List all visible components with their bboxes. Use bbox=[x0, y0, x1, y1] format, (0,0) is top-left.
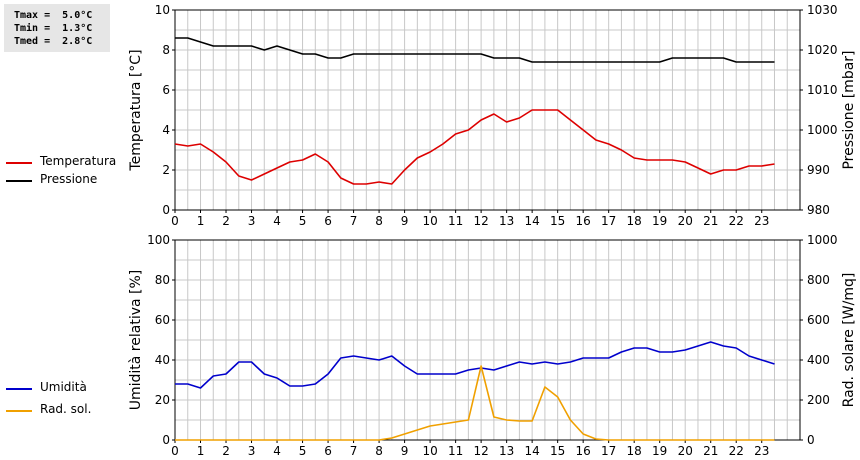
top-x-tick-label: 22 bbox=[729, 214, 744, 228]
top-y-tick-label: 8 bbox=[162, 43, 170, 57]
top-y2-tick-label: 1010 bbox=[807, 83, 838, 97]
top-x-tick-label: 6 bbox=[324, 214, 332, 228]
bottom-y-tick-label: 80 bbox=[155, 273, 170, 287]
top-x-tick-label: 12 bbox=[473, 214, 488, 228]
top-x-tick-label: 11 bbox=[448, 214, 463, 228]
top-x-tick-label: 10 bbox=[422, 214, 437, 228]
top-y2-tick-label: 1000 bbox=[807, 123, 838, 137]
bottom-x-tick-label: 8 bbox=[375, 444, 383, 458]
bottom-x-tick-label: 4 bbox=[273, 444, 281, 458]
top-y2-axis-label: Pressione [mbar] bbox=[841, 50, 857, 169]
top-y-tick-label: 10 bbox=[155, 3, 170, 17]
bottom-x-tick-label: 20 bbox=[678, 444, 693, 458]
bottom-y-tick-label: 60 bbox=[155, 313, 170, 327]
top-y-tick-label: 6 bbox=[162, 83, 170, 97]
bottom-y-tick-label: 20 bbox=[155, 393, 170, 407]
top-x-tick-label: 9 bbox=[401, 214, 409, 228]
bottom-x-tick-label: 22 bbox=[729, 444, 744, 458]
bottom-y2-axis-label: Rad. solare [W/mq] bbox=[841, 273, 857, 408]
bottom-x-tick-label: 3 bbox=[248, 444, 256, 458]
bottom-x-tick-label: 10 bbox=[422, 444, 437, 458]
bottom-y-tick-label: 100 bbox=[147, 233, 170, 247]
bottom-y2-tick-label: 800 bbox=[807, 273, 830, 287]
top-series-temperatura-line bbox=[174, 109, 775, 185]
top-x-tick-label: 16 bbox=[576, 214, 591, 228]
top-x-tick-label: 18 bbox=[627, 214, 642, 228]
top-x-tick-label: 5 bbox=[299, 214, 307, 228]
bottom-x-tick-label: 18 bbox=[627, 444, 642, 458]
bottom-x-tick-label: 11 bbox=[448, 444, 463, 458]
tmed-text: Tmed = 2.8°C bbox=[14, 36, 93, 47]
bottom-x-tick-label: 16 bbox=[576, 444, 591, 458]
top-y2-tick-label: 1020 bbox=[807, 43, 838, 57]
top-y2-tick-label: 990 bbox=[807, 163, 830, 177]
top-x-tick-label: 2 bbox=[222, 214, 230, 228]
top-x-tick-label: 4 bbox=[273, 214, 281, 228]
bottom-x-tick-label: 21 bbox=[703, 444, 718, 458]
bottom-x-tick-label: 12 bbox=[473, 444, 488, 458]
legend-pressure-swatch bbox=[6, 180, 32, 182]
legend-temperature-swatch bbox=[6, 162, 32, 164]
top-x-tick-label: 8 bbox=[375, 214, 383, 228]
top-y-tick-label: 0 bbox=[162, 203, 170, 217]
bottom-x-tick-label: 7 bbox=[350, 444, 358, 458]
legend-humidity-swatch bbox=[6, 388, 32, 390]
top-series-pressione-line bbox=[175, 37, 775, 63]
bottom-y2-tick-label: 600 bbox=[807, 313, 830, 327]
bottom-x-tick-label: 19 bbox=[652, 444, 667, 458]
bottom-x-tick-label: 2 bbox=[222, 444, 230, 458]
top-x-tick-label: 20 bbox=[678, 214, 693, 228]
top-y2-tick-label: 1030 bbox=[807, 3, 838, 17]
bottom-x-tick-label: 5 bbox=[299, 444, 307, 458]
legend-radiation-label: Rad. sol. bbox=[40, 402, 92, 416]
top-x-tick-label: 23 bbox=[754, 214, 769, 228]
bottom-y-tick-label: 0 bbox=[162, 433, 170, 447]
legend-humidity-label: Umidità bbox=[40, 380, 87, 394]
bottom-x-tick-label: 1 bbox=[197, 444, 205, 458]
top-x-tick-label: 13 bbox=[499, 214, 514, 228]
legend-temperature-label: Temperatura bbox=[40, 154, 117, 168]
stats-box: Tmax = 5.0°C Tmin = 1.3°C Tmed = 2.8°C bbox=[4, 4, 110, 52]
bottom-series-umidit-line bbox=[175, 341, 775, 389]
top-x-tick-label: 15 bbox=[550, 214, 565, 228]
bottom-plot-frame bbox=[174, 239, 801, 441]
bottom-x-tick-label: 23 bbox=[754, 444, 769, 458]
top-y-tick-label: 4 bbox=[162, 123, 170, 137]
top-x-tick-label: 7 bbox=[350, 214, 358, 228]
top-x-tick-label: 1 bbox=[197, 214, 205, 228]
tmin-text: Tmin = 1.3°C bbox=[14, 23, 93, 34]
bottom-x-tick-label: 9 bbox=[401, 444, 409, 458]
top-x-tick-label: 21 bbox=[703, 214, 718, 228]
bottom-series-rad-sol-line bbox=[175, 365, 775, 441]
bottom-y-axis-label: Umidità relativa [%] bbox=[128, 270, 144, 411]
top-x-tick-label: 19 bbox=[652, 214, 667, 228]
bottom-y-tick-label: 40 bbox=[155, 353, 170, 367]
top-x-tick-label: 3 bbox=[248, 214, 256, 228]
top-y-axis-label: Temperatura [°C] bbox=[128, 49, 144, 171]
top-y2-tick-label: 980 bbox=[807, 203, 830, 217]
bottom-x-tick-label: 13 bbox=[499, 444, 514, 458]
top-x-tick-label: 14 bbox=[525, 214, 540, 228]
bottom-y2-tick-label: 200 bbox=[807, 393, 830, 407]
bottom-y2-tick-label: 1000 bbox=[807, 233, 838, 247]
bottom-y2-tick-label: 400 bbox=[807, 353, 830, 367]
top-x-tick-label: 17 bbox=[601, 214, 616, 228]
bottom-x-tick-label: 17 bbox=[601, 444, 616, 458]
bottom-x-tick-label: 6 bbox=[324, 444, 332, 458]
top-x-tick-label: 0 bbox=[171, 214, 179, 228]
top-plot-frame bbox=[174, 9, 801, 211]
top-y-tick-label: 2 bbox=[162, 163, 170, 177]
bottom-x-tick-label: 14 bbox=[525, 444, 540, 458]
tmax-text: Tmax = 5.0°C bbox=[14, 10, 93, 21]
bottom-y2-tick-label: 0 bbox=[807, 433, 815, 447]
bottom-x-tick-label: 0 bbox=[171, 444, 179, 458]
legend-radiation-swatch bbox=[6, 410, 32, 412]
bottom-x-tick-label: 15 bbox=[550, 444, 565, 458]
legend-pressure-label: Pressione bbox=[40, 172, 98, 186]
